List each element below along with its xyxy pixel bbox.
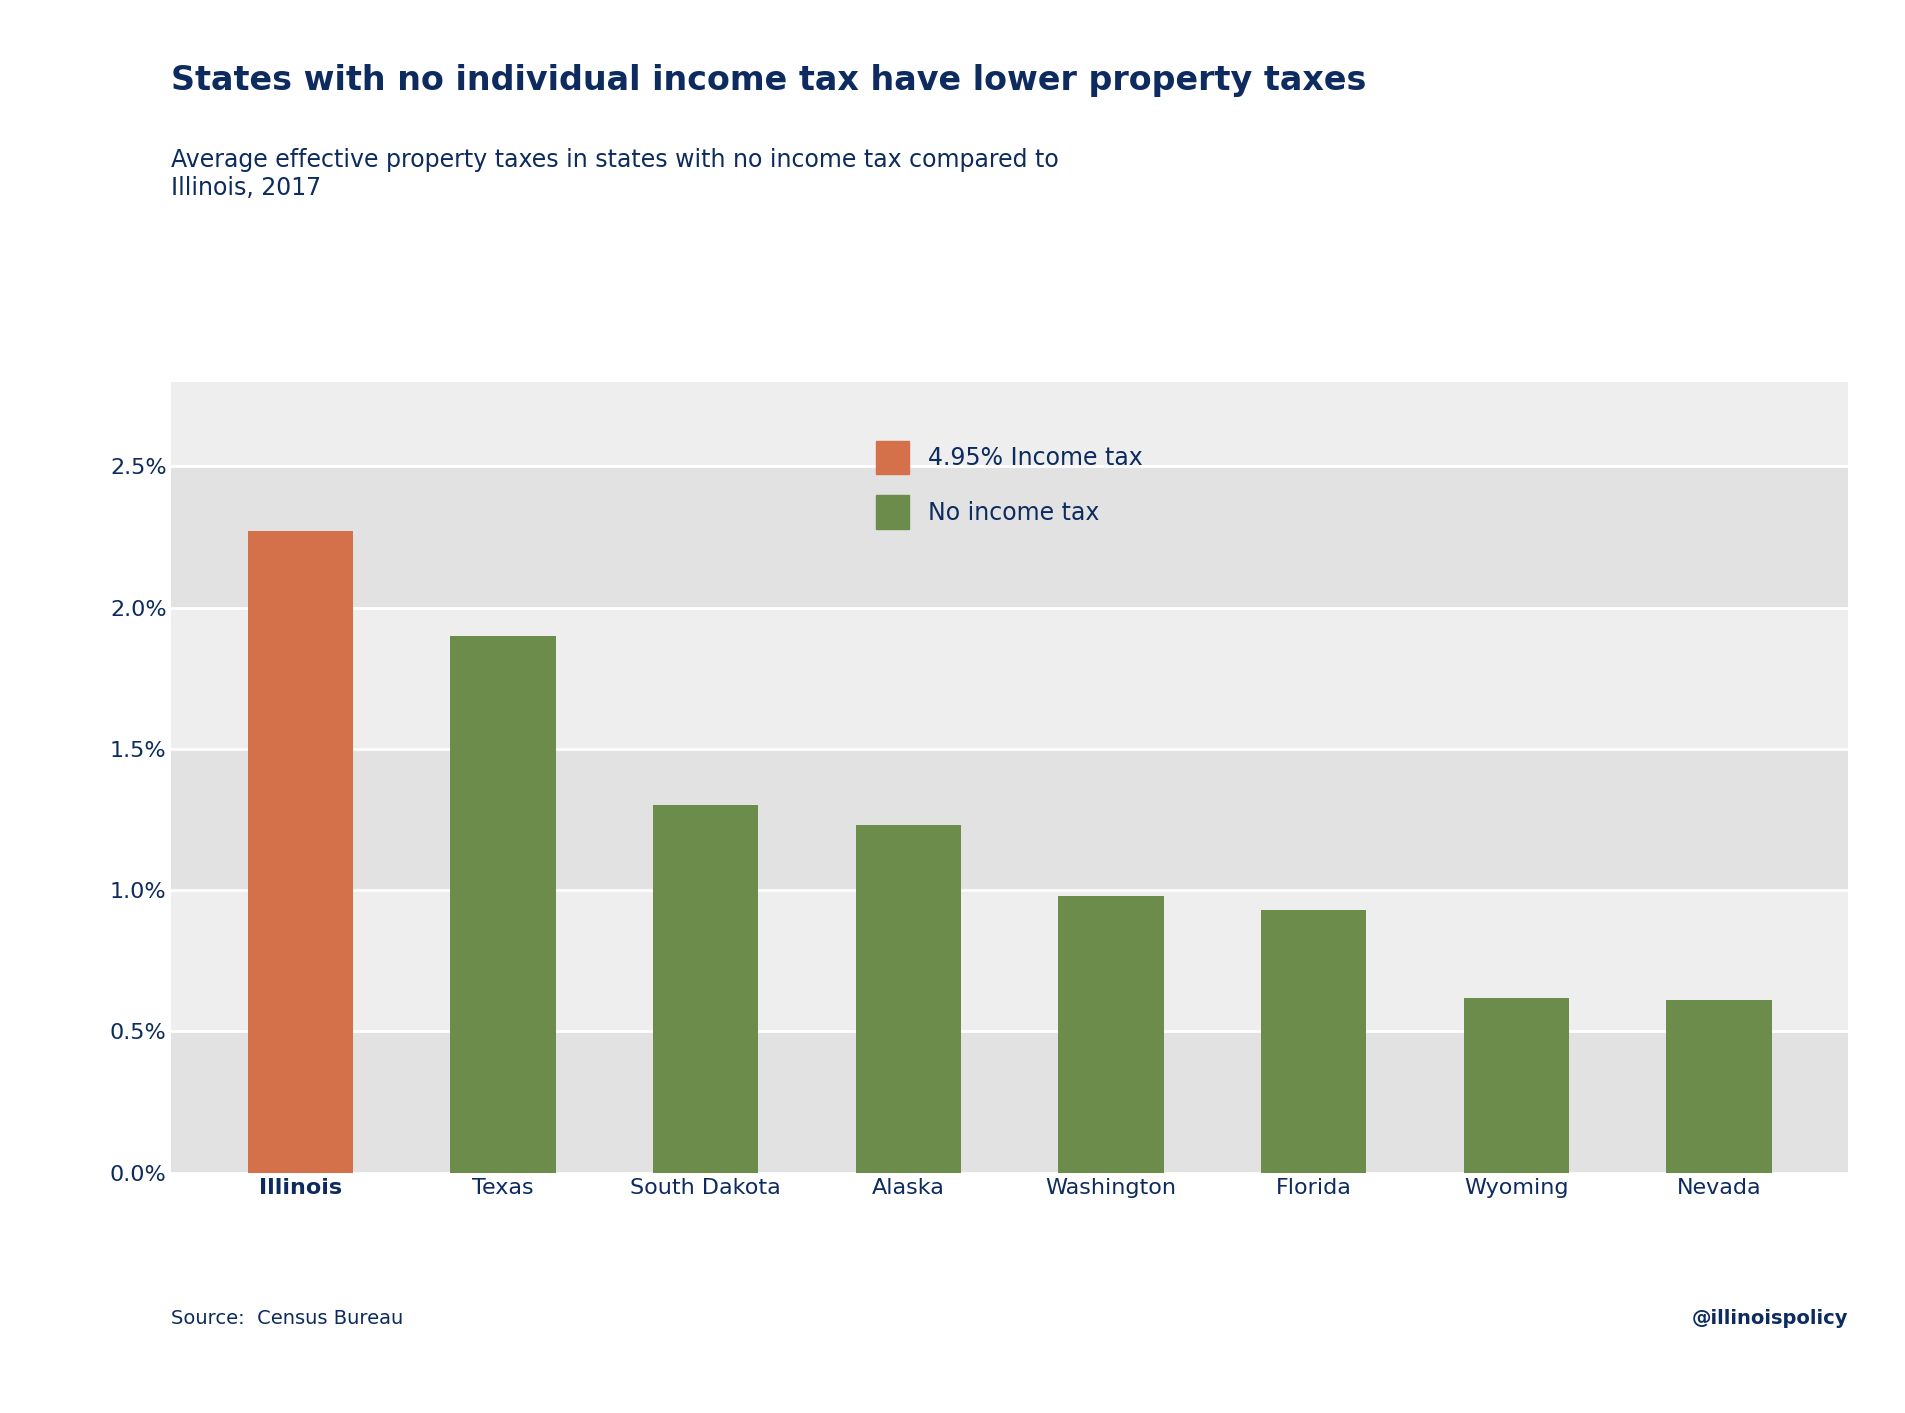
Bar <box>855 825 960 1173</box>
Text: Average effective property taxes in states with no income tax compared to
Illino: Average effective property taxes in stat… <box>171 148 1059 201</box>
Legend: 4.95% Income tax, No income tax: 4.95% Income tax, No income tax <box>853 417 1166 552</box>
Bar <box>653 805 758 1173</box>
Bar <box>248 531 352 1173</box>
Bar <box>171 466 1848 608</box>
Bar <box>450 636 556 1173</box>
Bar <box>171 890 1848 1031</box>
Bar <box>1667 1000 1772 1173</box>
Text: @illinoispolicy: @illinoispolicy <box>1692 1310 1848 1328</box>
Text: Source:  Census Bureau: Source: Census Bureau <box>171 1310 404 1328</box>
Bar <box>1463 998 1570 1173</box>
Bar <box>1059 896 1164 1173</box>
Text: States with no individual income tax have lower property taxes: States with no individual income tax hav… <box>171 64 1366 96</box>
Bar <box>171 608 1848 749</box>
Bar <box>171 749 1848 890</box>
Bar <box>171 1031 1848 1173</box>
Bar <box>1261 910 1366 1173</box>
